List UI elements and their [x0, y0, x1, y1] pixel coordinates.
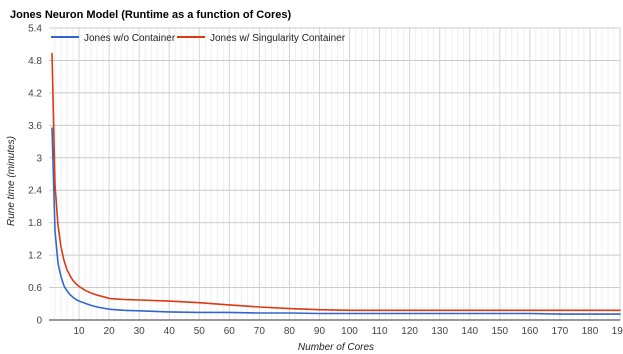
series-lines — [51, 52, 621, 315]
x-tick-label: 160 — [521, 326, 538, 337]
y-tick-label: 4.2 — [28, 88, 42, 99]
legend-label-1: Jones w/o Container — [84, 33, 176, 44]
tick-labels: 10 20 30 40 50 60 70 80 90 100 110 120 130 140 150 160 1… — [28, 24, 623, 338]
y-tick-label: 3.6 — [28, 121, 42, 132]
x-tick-label: 190 — [612, 326, 623, 337]
y-tick-label: 0.6 — [28, 283, 42, 294]
x-tick-label: 20 — [104, 326, 116, 337]
x-tick-label: 120 — [401, 326, 418, 337]
x-tick-label: 150 — [491, 326, 508, 337]
x-axis-label: Number of Cores — [298, 342, 374, 353]
y-tick-label: 1.8 — [28, 218, 42, 229]
x-tick-label: 60 — [224, 326, 236, 337]
gridlines — [49, 27, 621, 320]
legend-label-2: Jones w/ Singularity Container — [210, 33, 346, 44]
x-tick-label: 30 — [134, 326, 146, 337]
x-tick-label: 140 — [461, 326, 478, 337]
x-tick-label: 130 — [431, 326, 448, 337]
legend: Jones w/o Container Jones w/ Singularity … — [51, 33, 346, 44]
y-tick-label: 5.4 — [28, 24, 42, 35]
x-tick-label: 10 — [73, 326, 85, 337]
y-axis-label: Rune time (minutes) — [6, 136, 17, 226]
x-tick-label: 50 — [194, 326, 206, 337]
y-tick-label: 1.2 — [28, 251, 42, 262]
x-tick-label: 40 — [164, 326, 176, 337]
series-line-1 — [51, 127, 621, 315]
x-tick-label: 110 — [372, 326, 388, 337]
x-tick-label: 70 — [254, 326, 266, 337]
y-tick-label: 4.8 — [28, 56, 42, 67]
series-line-2 — [51, 52, 621, 312]
chart-title: Jones Neuron Model (Runtime as a functio… — [10, 9, 291, 21]
y-tick-label: 2.4 — [28, 186, 42, 197]
y-tick-label: 0 — [36, 316, 42, 327]
x-tick-label: 90 — [314, 326, 326, 337]
x-tick-label: 170 — [552, 326, 569, 337]
x-tick-label: 80 — [284, 326, 296, 337]
x-tick-label: 100 — [341, 326, 358, 337]
y-tick-label: 3 — [36, 153, 42, 164]
x-tick-label: 180 — [582, 326, 599, 337]
